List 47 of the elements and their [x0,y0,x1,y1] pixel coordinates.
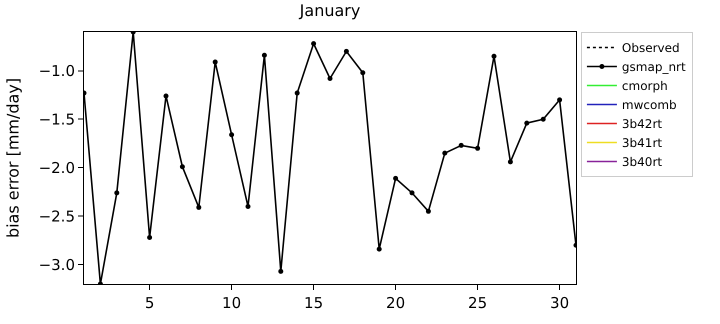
y-tick-label: −2.5 [38,207,75,226]
point [540,116,546,122]
x-tick-label: 30 [550,294,570,312]
point [426,208,431,214]
point [180,164,185,170]
x-tick-label: 10 [222,294,242,312]
point [508,159,513,164]
point [229,132,234,138]
y-axis-title: bias error [mm/day] [3,78,22,238]
point [344,48,349,54]
point [262,52,267,58]
point [475,146,480,151]
point [246,204,250,209]
point [328,76,332,82]
point [442,150,448,156]
legend-label: cmorph [622,79,668,94]
point [164,93,168,98]
point [492,54,496,59]
legend-label: gsmap_nrt [622,60,686,74]
point [524,120,530,126]
x-tick-label: 25 [468,294,488,312]
legend-label: 3b41rt [622,136,662,150]
point [114,190,120,196]
point [147,234,152,240]
point [278,268,284,274]
point [360,70,366,76]
point [557,97,562,102]
point [311,41,316,46]
point [212,60,218,65]
x-tick-label: 20 [386,294,406,312]
point [458,142,464,148]
chart-title: January [298,1,360,20]
y-tick-label: −1.0 [38,62,75,80]
y-tick-label: −3.0 [38,256,75,274]
point [410,190,414,196]
point [196,204,202,210]
point [393,176,398,181]
y-tick-label: −2.0 [38,158,75,177]
point [294,90,300,96]
legend-label: Observed [622,41,680,56]
legend-label: 3b42rt [622,117,662,132]
y-tick-label: −1.5 [38,110,75,128]
legend-label: 3b40rt [622,155,662,170]
x-tick-label: 5 [144,294,154,312]
legend-label: mwcomb [622,98,677,112]
point [376,246,382,252]
x-tick-label: 15 [304,294,324,312]
